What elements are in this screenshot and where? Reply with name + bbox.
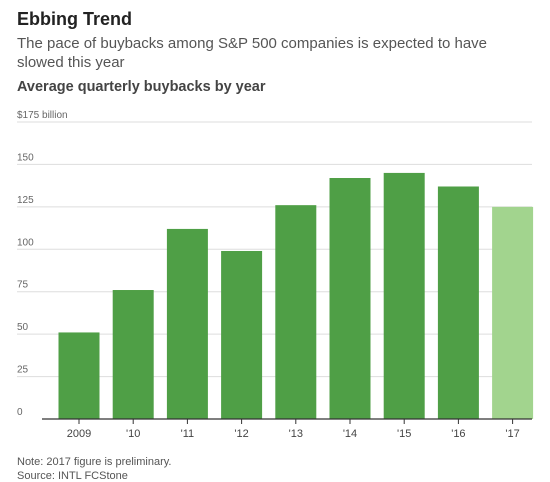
x-tick-label: '11 bbox=[181, 428, 195, 440]
bar bbox=[58, 332, 100, 419]
x-tick-label: '16 bbox=[451, 428, 465, 440]
x-tick-label: '14 bbox=[343, 428, 357, 440]
y-tick-labels: 0 25 50 75 100 125 150 $175 billion bbox=[17, 110, 68, 418]
chart-heading: Average quarterly buybacks by year bbox=[17, 79, 266, 95]
x-tick-labels: 2009 '10 '11 '12 '13 '14 '15 '16 '17 bbox=[67, 428, 520, 440]
x-tick-label: '17 bbox=[505, 428, 519, 440]
bars bbox=[58, 172, 534, 419]
bar bbox=[383, 172, 425, 419]
x-tick-label: '15 bbox=[397, 428, 411, 440]
y-tick-label: $175 billion bbox=[17, 110, 68, 121]
y-tick-label: 125 bbox=[17, 195, 34, 206]
x-tick-marks bbox=[78, 419, 514, 424]
y-tick-label: 0 bbox=[17, 407, 23, 418]
bar bbox=[437, 186, 479, 419]
x-tick-label: 2009 bbox=[67, 428, 91, 440]
bar bbox=[221, 250, 263, 419]
chart-source: Source: INTL FCStone bbox=[17, 470, 128, 482]
bar bbox=[275, 205, 317, 419]
chart-subtitle: The pace of buybacks among S&P 500 compa… bbox=[17, 35, 488, 71]
bar bbox=[112, 290, 154, 419]
bar bbox=[166, 228, 208, 419]
bar bbox=[329, 178, 371, 419]
bar bbox=[492, 206, 534, 419]
x-tick-label: '12 bbox=[234, 428, 248, 440]
chart-note: Note: 2017 figure is preliminary. bbox=[17, 456, 172, 468]
x-tick-label: '10 bbox=[126, 428, 140, 440]
y-tick-label: 25 bbox=[17, 365, 29, 376]
chart-title: Ebbing Trend bbox=[17, 9, 132, 29]
y-tick-label: 100 bbox=[17, 237, 34, 248]
bar-chart: 0 25 50 75 100 125 150 $175 billion 2009 '10 '11 '… bbox=[17, 110, 534, 440]
y-tick-label: 75 bbox=[17, 280, 29, 291]
y-tick-label: 50 bbox=[17, 322, 29, 333]
x-tick-label: '13 bbox=[289, 428, 303, 440]
y-tick-label: 150 bbox=[17, 152, 34, 163]
